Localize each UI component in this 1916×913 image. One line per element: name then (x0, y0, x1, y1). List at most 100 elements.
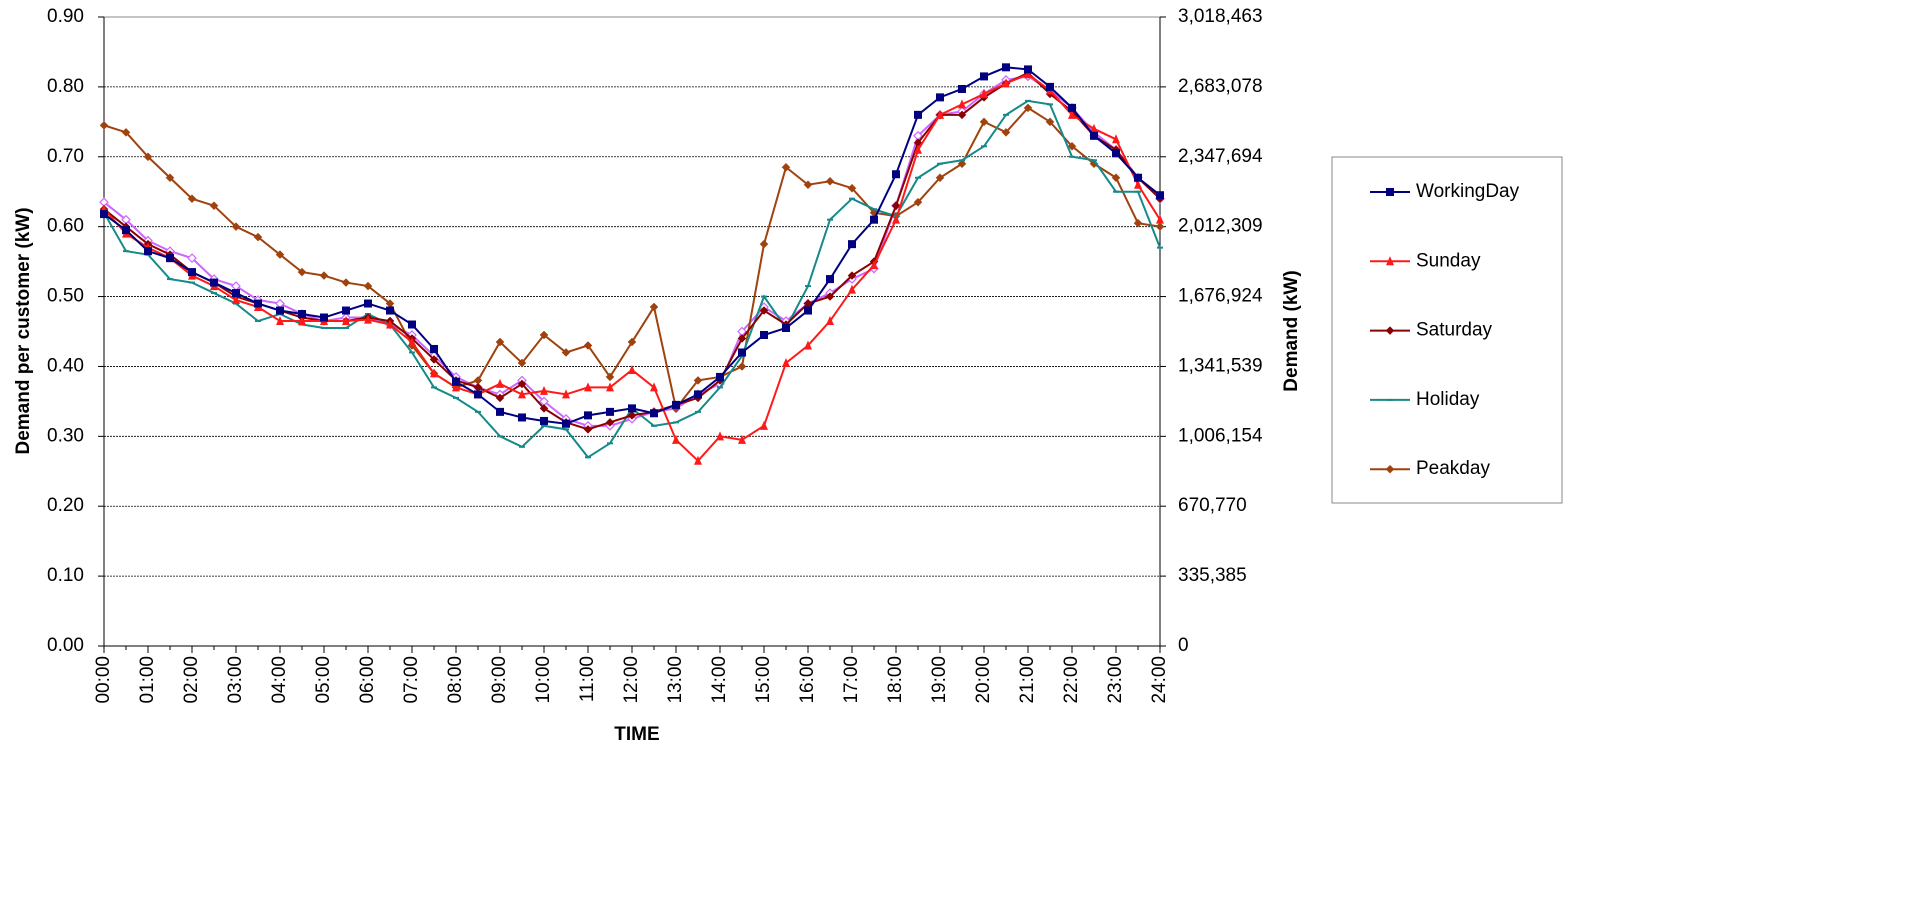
data-point (584, 382, 592, 392)
data-point (759, 306, 769, 315)
data-point (606, 382, 614, 392)
data-point (804, 306, 812, 315)
data-point (474, 390, 482, 399)
data-point (430, 344, 438, 353)
y2-tick-label: 2,012,309 (1178, 216, 1263, 237)
data-point (429, 355, 439, 364)
x-tick-label: 16:00 (797, 656, 818, 704)
data-point (782, 357, 790, 367)
legend-marker (1385, 464, 1395, 474)
data-point (935, 173, 945, 183)
data-point (364, 314, 372, 324)
x-tick-label: 18:00 (885, 656, 906, 704)
data-point (122, 226, 130, 235)
y2-tick-label: 1,341,539 (1178, 355, 1263, 376)
data-point (210, 278, 218, 287)
data-point (782, 324, 790, 333)
data-point (517, 358, 527, 368)
legend-label: Sunday (1416, 250, 1481, 271)
y-tick-label: 0.90 (47, 6, 84, 27)
data-point (826, 275, 834, 284)
x-tick-label: 02:00 (181, 656, 202, 704)
data-point (650, 382, 658, 392)
y-tick-label: 0.50 (47, 286, 84, 307)
data-point (386, 306, 394, 315)
x-tick-label: 17:00 (841, 656, 862, 704)
data-point (1002, 63, 1010, 72)
x-tick-label: 23:00 (1105, 656, 1126, 704)
y-tick-label: 0.30 (47, 425, 84, 446)
data-point (209, 201, 219, 211)
x-tick-label: 03:00 (225, 656, 246, 704)
data-point (958, 99, 966, 109)
data-point (892, 214, 900, 224)
series-line (103, 99, 1161, 459)
data-point (957, 159, 967, 169)
legend-label: WorkingDay (1416, 181, 1520, 202)
data-point (165, 173, 175, 183)
x-tick-label: 04:00 (269, 656, 290, 704)
data-point (936, 109, 944, 119)
data-point (342, 306, 350, 315)
data-point (1112, 134, 1120, 144)
data-point (825, 176, 835, 186)
data-point (870, 260, 878, 270)
data-point (518, 413, 526, 422)
data-point (781, 162, 791, 172)
data-point (936, 93, 944, 102)
data-point (737, 362, 747, 371)
data-point (1067, 141, 1077, 151)
data-point (957, 110, 967, 120)
data-point (1133, 218, 1143, 228)
x-tick-label: 22:00 (1061, 656, 1082, 704)
y-tick-label: 0.60 (47, 216, 84, 237)
data-point (275, 250, 285, 259)
data-point (958, 84, 966, 93)
y2-tick-label: 0 (1178, 635, 1189, 656)
data-point (496, 378, 504, 388)
legend-label: Saturday (1416, 320, 1493, 341)
y-tick-label: 0.40 (47, 355, 84, 376)
data-point (430, 368, 438, 378)
x-tick-label: 09:00 (489, 656, 510, 704)
data-point (605, 372, 615, 382)
x-tick-label: 10:00 (533, 656, 554, 704)
data-point (914, 144, 922, 154)
y-tick-label: 0.00 (47, 635, 84, 656)
series-line (103, 73, 1161, 463)
series-line (103, 71, 1161, 431)
data-point (121, 127, 131, 137)
data-point (605, 418, 615, 427)
data-point (847, 183, 857, 193)
data-point (891, 201, 901, 211)
data-point (1068, 109, 1076, 119)
y2-tick-label: 3,018,463 (1178, 6, 1263, 27)
data-point (231, 222, 241, 232)
data-point (540, 385, 548, 395)
data-point (1090, 131, 1098, 140)
data-point (1111, 173, 1121, 183)
data-point (1045, 117, 1055, 127)
data-point (143, 152, 153, 162)
data-point (1134, 179, 1142, 189)
data-point (738, 348, 746, 357)
data-point (99, 120, 109, 130)
data-point (254, 299, 262, 308)
y2-tick-label: 1,676,924 (1178, 286, 1263, 307)
data-point (562, 419, 570, 428)
x-tick-label: 12:00 (621, 656, 642, 704)
data-point (276, 306, 284, 315)
data-point (760, 330, 768, 339)
data-point (914, 110, 922, 119)
data-point (1155, 222, 1165, 232)
data-point (540, 416, 548, 425)
data-point (1112, 149, 1120, 158)
legend-label: Holiday (1416, 389, 1480, 410)
data-point (319, 271, 329, 280)
data-point (672, 400, 680, 409)
x-axis-title: TIME (614, 724, 659, 745)
data-point (386, 319, 394, 329)
legend-marker (1386, 256, 1394, 266)
data-point (1156, 214, 1164, 224)
